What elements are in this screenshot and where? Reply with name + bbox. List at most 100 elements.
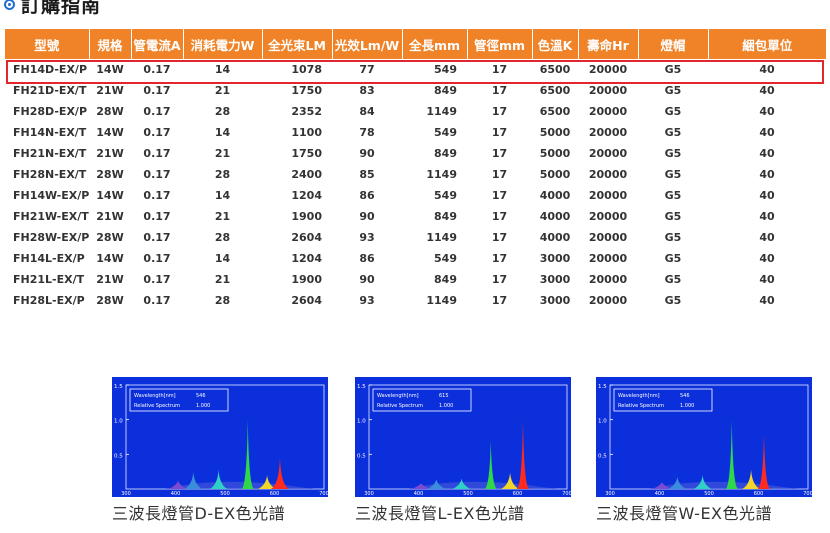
cell-spec: 21W <box>96 84 124 97</box>
cell-lumen: 1750 <box>291 84 322 97</box>
cell-model: FH21D-EX/T <box>13 84 87 97</box>
cell-spec: 28W <box>96 294 124 307</box>
table-row: FH28W-EX/P 28W 0.17 28 2604 93 1149 17 4000 20000… <box>5 227 826 248</box>
cell-spec: 14W <box>96 252 124 265</box>
y-tick-label: 0.5 <box>114 453 123 459</box>
column-header-model: 型號 <box>5 29 90 59</box>
spectrum-peak <box>241 419 254 489</box>
cell-current: 0.17 <box>143 84 171 97</box>
spectrum-caption-l-ex: 三波長燈管L-EX色光譜 <box>355 504 525 523</box>
cell-lumen: 2604 <box>291 231 322 244</box>
cell-current: 0.17 <box>143 210 171 223</box>
legend-box <box>372 388 472 412</box>
cell-power: 14 <box>214 189 231 202</box>
cell-model: FH28N-EX/T <box>13 168 87 181</box>
cell-cap: G5 <box>664 147 682 160</box>
cell-spec: 14W <box>96 126 124 139</box>
cell-cap: G5 <box>664 63 682 76</box>
cell-pack-unit: 40 <box>759 147 775 160</box>
legend-spectrum-value: 1.000 <box>439 403 453 409</box>
legend-spectrum-label: Relative Spectrum <box>618 403 664 409</box>
y-tick-label: 1.0 <box>357 419 366 425</box>
cell-color-temp: 4000 <box>539 210 571 223</box>
table-row: FH21W-EX/T 21W 0.17 21 1900 90 849 17 4000 20000 G… <box>5 206 826 227</box>
cell-lumen: 2352 <box>291 105 322 118</box>
cell-spec: 28W <box>96 231 124 244</box>
cell-length: 1149 <box>426 231 457 244</box>
cell-cap: G5 <box>664 273 682 286</box>
cell-model: FH14N-EX/T <box>13 126 87 139</box>
cell-model: FH21N-EX/T <box>13 147 87 160</box>
cell-efficacy: 90 <box>359 273 375 286</box>
spectrum-svg-2: 1.5 1.0 0.5 300 400 500 600 700 Wavelength[nm] 54… <box>598 384 812 497</box>
cell-pack-unit: 40 <box>759 168 775 181</box>
cell-lifespan: 20000 <box>588 84 628 97</box>
y-tick-label: 0.5 <box>598 453 607 459</box>
spectrum-svg-0: 1.5 1.0 0.5 300 400 500 600 700 Wavelength[nm] 54… <box>114 384 328 497</box>
cell-current: 0.17 <box>143 126 171 139</box>
cell-lumen: 1204 <box>291 189 322 202</box>
spectrum-peak <box>693 475 712 489</box>
cell-pack-unit: 40 <box>759 231 775 244</box>
cell-lifespan: 20000 <box>588 126 628 139</box>
spectrum-peak <box>652 482 671 489</box>
cell-color-temp: 6500 <box>539 105 571 118</box>
cell-lifespan: 20000 <box>588 252 628 265</box>
cell-spec: 14W <box>96 63 124 76</box>
cell-color-temp: 3000 <box>539 273 571 286</box>
spectrum-peak <box>725 419 738 489</box>
table-row: FH28D-EX/P 28W 0.17 28 2352 84 1149 17 6500 20000… <box>5 101 826 122</box>
spectrum-peak <box>452 478 471 489</box>
cell-length: 1149 <box>426 105 457 118</box>
cell-color-temp: 5000 <box>539 126 571 139</box>
legend-wavelength-label: Wavelength[nm] <box>377 393 419 399</box>
cell-current: 0.17 <box>143 168 171 181</box>
cell-efficacy: 86 <box>359 189 375 202</box>
cell-diameter: 17 <box>491 147 508 160</box>
spectrum-peak <box>427 479 446 489</box>
cell-efficacy: 83 <box>359 84 375 97</box>
cell-model: FH14L-EX/P <box>13 252 85 265</box>
cell-length: 849 <box>434 273 457 286</box>
table-row: FH28N-EX/T 28W 0.17 28 2400 85 1149 17 5000 20000… <box>5 164 826 185</box>
table-row: FH14N-EX/T 14W 0.17 14 1100 78 549 17 5000 20000 G… <box>5 122 826 143</box>
cell-current: 0.17 <box>143 105 171 118</box>
cell-efficacy: 84 <box>359 105 375 118</box>
cell-color-temp: 3000 <box>539 252 571 265</box>
table-header-row: 型號 規格 管電流A 消耗電力W 全光束LM 光效Lm/W 全長mm 管徑mm 色溫K 壽命Hr 燈… <box>5 29 826 59</box>
cell-model: FH21L-EX/T <box>13 273 85 286</box>
cell-diameter: 17 <box>491 105 508 118</box>
cell-lifespan: 20000 <box>588 189 628 202</box>
cell-lumen: 1750 <box>291 147 322 160</box>
cell-length: 549 <box>434 189 457 202</box>
cell-power: 21 <box>214 273 231 286</box>
cell-length: 549 <box>434 126 457 139</box>
cell-current: 0.17 <box>143 189 171 202</box>
cell-efficacy: 93 <box>359 231 375 244</box>
column-header-current: 管電流A <box>131 29 184 59</box>
cell-current: 0.17 <box>143 147 171 160</box>
cell-length: 849 <box>434 210 457 223</box>
cell-cap: G5 <box>664 168 682 181</box>
cell-cap: G5 <box>664 105 682 118</box>
cell-cap: G5 <box>664 126 682 139</box>
cell-power: 14 <box>214 252 231 265</box>
cell-power: 28 <box>214 105 231 118</box>
spectrum-svg-1: 1.5 1.0 0.5 300 400 500 600 700 Wavelength[nm] 61… <box>357 384 571 497</box>
cell-power: 21 <box>214 210 231 223</box>
cell-pack-unit: 40 <box>759 126 775 139</box>
column-header-lifespan: 壽命Hr <box>578 29 639 59</box>
legend-wavelength-label: Wavelength[nm] <box>134 393 176 399</box>
y-tick-label: 1.5 <box>598 384 607 390</box>
cell-pack-unit: 40 <box>759 273 775 286</box>
cell-lifespan: 20000 <box>588 147 628 160</box>
cell-diameter: 17 <box>491 63 508 76</box>
x-tick-label: 500 <box>704 491 714 497</box>
cell-cap: G5 <box>664 84 682 97</box>
spectrum-peak <box>501 472 520 489</box>
x-tick-label: 300 <box>364 491 374 497</box>
order-guide-table: 型號 規格 管電流A 消耗電力W 全光束LM 光效Lm/W 全長mm 管徑mm 色溫K 壽命Hr 燈… <box>5 29 826 311</box>
x-tick-label: 700 <box>803 491 812 497</box>
cell-color-temp: 4000 <box>539 189 571 202</box>
cell-spec: 21W <box>96 210 124 223</box>
